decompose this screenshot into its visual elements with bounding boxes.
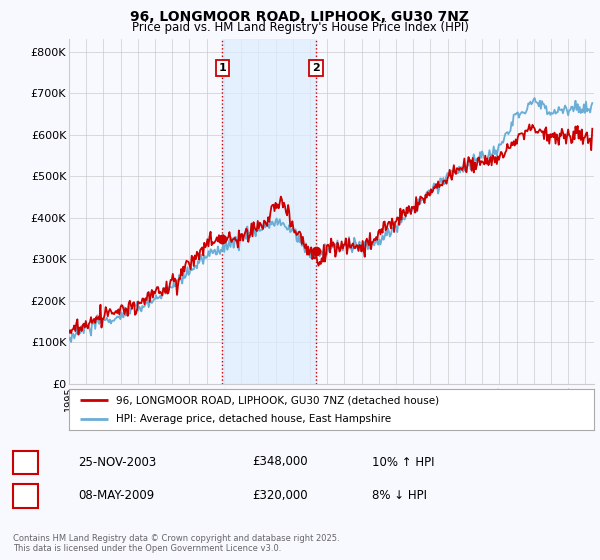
Text: 25-NOV-2003: 25-NOV-2003 — [78, 455, 156, 469]
Text: Contains HM Land Registry data © Crown copyright and database right 2025.
This d: Contains HM Land Registry data © Crown c… — [13, 534, 340, 553]
Text: 10% ↑ HPI: 10% ↑ HPI — [372, 455, 434, 469]
Text: Price paid vs. HM Land Registry's House Price Index (HPI): Price paid vs. HM Land Registry's House … — [131, 21, 469, 34]
Text: 08-MAY-2009: 08-MAY-2009 — [78, 489, 154, 502]
Text: 96, LONGMOOR ROAD, LIPHOOK, GU30 7NZ: 96, LONGMOOR ROAD, LIPHOOK, GU30 7NZ — [131, 10, 470, 24]
Text: 1: 1 — [218, 63, 226, 73]
Text: 8% ↓ HPI: 8% ↓ HPI — [372, 489, 427, 502]
Bar — [222, 39, 316, 384]
Text: 2: 2 — [22, 489, 30, 502]
Text: 2: 2 — [312, 63, 320, 73]
Text: 1: 1 — [22, 455, 30, 469]
Text: £320,000: £320,000 — [252, 489, 308, 502]
Text: HPI: Average price, detached house, East Hampshire: HPI: Average price, detached house, East… — [116, 414, 391, 424]
Text: 96, LONGMOOR ROAD, LIPHOOK, GU30 7NZ (detached house): 96, LONGMOOR ROAD, LIPHOOK, GU30 7NZ (de… — [116, 395, 439, 405]
Text: £348,000: £348,000 — [252, 455, 308, 469]
